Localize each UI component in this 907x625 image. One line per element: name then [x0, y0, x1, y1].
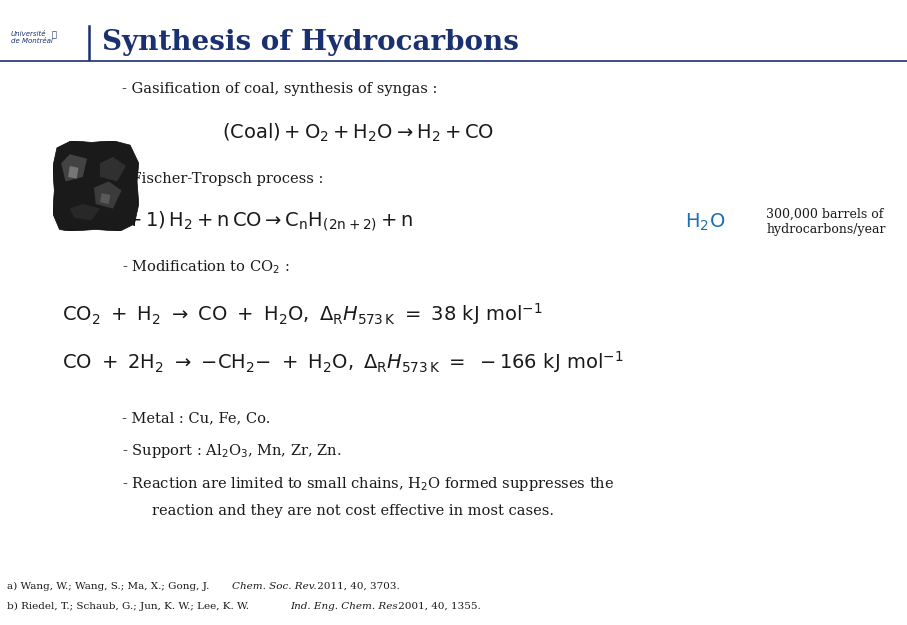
Text: 300,000 barrels of
hydrocarbons/year: 300,000 barrels of hydrocarbons/year	[766, 208, 886, 236]
Text: Ind. Eng. Chem. Res.: Ind. Eng. Chem. Res.	[290, 602, 401, 611]
Polygon shape	[94, 181, 122, 209]
Text: Chem. Soc. Rev.: Chem. Soc. Rev.	[232, 582, 317, 591]
Text: b) Riedel, T.; Schaub, G.; Jun, K. W.; Lee, K. W.: b) Riedel, T.; Schaub, G.; Jun, K. W.; L…	[7, 602, 252, 611]
Text: $\mathrm{CO_2\ +\ H_2\ \rightarrow\ CO\ +\ H_2O,\ \Delta_R}$$\mathit{H}\mathrm{_: $\mathrm{CO_2\ +\ H_2\ \rightarrow\ CO\ …	[62, 301, 542, 327]
Text: - Fischer-Tropsch process :: - Fischer-Tropsch process :	[122, 173, 324, 186]
Text: - Reaction are limited to small chains, H$_2$O formed suppresses the: - Reaction are limited to small chains, …	[122, 475, 615, 492]
Text: reaction and they are not cost effective in most cases.: reaction and they are not cost effective…	[152, 504, 554, 518]
Text: - Support : Al$_2$O$_3$, Mn, Zr, Zn.: - Support : Al$_2$O$_3$, Mn, Zr, Zn.	[122, 442, 342, 460]
Polygon shape	[100, 193, 111, 204]
Text: - Modification to CO$_2$ :: - Modification to CO$_2$ :	[122, 259, 290, 276]
Text: $\mathrm{(Coal) + O_2 + H_2O \rightarrow H_2 + CO}$: $\mathrm{(Coal) + O_2 + H_2O \rightarrow…	[222, 121, 494, 144]
Text: - Gasification of coal, synthesis of syngas :: - Gasification of coal, synthesis of syn…	[122, 82, 438, 96]
Text: $\mathrm{CO\ +\ 2H_2\ \rightarrow\ {-}CH_2{-}\ +\ H_2O,\ \Delta_R}$$\mathit{H}\m: $\mathrm{CO\ +\ 2H_2\ \rightarrow\ {-}CH…	[62, 349, 623, 376]
Text: $\mathrm{(2n+1)\,H_2 + n\,CO \rightarrow C_nH_{(2n+2)} + n\,}$: $\mathrm{(2n+1)\,H_2 + n\,CO \rightarrow…	[89, 210, 414, 234]
Polygon shape	[70, 204, 100, 221]
Polygon shape	[100, 157, 126, 181]
Polygon shape	[53, 141, 139, 231]
Text: Université
de Montréal: Université de Montréal	[11, 31, 53, 44]
Polygon shape	[62, 154, 87, 181]
Text: Synthesis of Hydrocarbons: Synthesis of Hydrocarbons	[102, 29, 519, 56]
Text: 2001, 40, 1355.: 2001, 40, 1355.	[395, 602, 481, 611]
Text: $\mathrm{H_2O}$: $\mathrm{H_2O}$	[685, 211, 725, 232]
Polygon shape	[68, 166, 79, 179]
Text: ⛪: ⛪	[52, 30, 57, 39]
Text: a) Wang, W.; Wang, S.; Ma, X.; Gong, J.: a) Wang, W.; Wang, S.; Ma, X.; Gong, J.	[7, 582, 213, 591]
Text: 2011, 40, 3703.: 2011, 40, 3703.	[314, 582, 400, 591]
Text: - Metal : Cu, Fe, Co.: - Metal : Cu, Fe, Co.	[122, 412, 271, 426]
